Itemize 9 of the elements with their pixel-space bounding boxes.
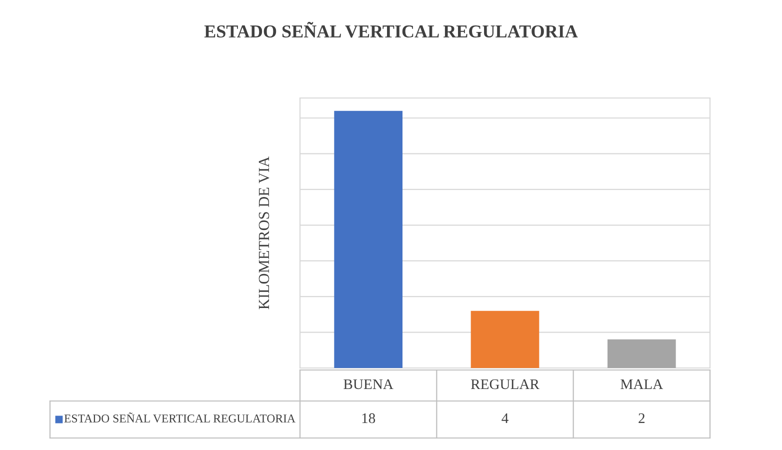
data-label: 4	[502, 413, 508, 424]
y-axis-title: KILOMETROS DE VIA	[258, 156, 270, 310]
legend-label: ESTADO SEÑAL VERTICAL REGULATORIA	[64, 412, 296, 423]
chart-title: ESTADO SEÑAL VERTICAL REGULATORIA	[204, 22, 578, 38]
x-tick-label: REGULAR	[470, 379, 540, 390]
data-label: 18	[362, 413, 376, 424]
data-label: 2	[638, 413, 645, 424]
x-tick-label: BUENA	[344, 379, 394, 390]
x-tick-label: MALA	[620, 379, 664, 390]
